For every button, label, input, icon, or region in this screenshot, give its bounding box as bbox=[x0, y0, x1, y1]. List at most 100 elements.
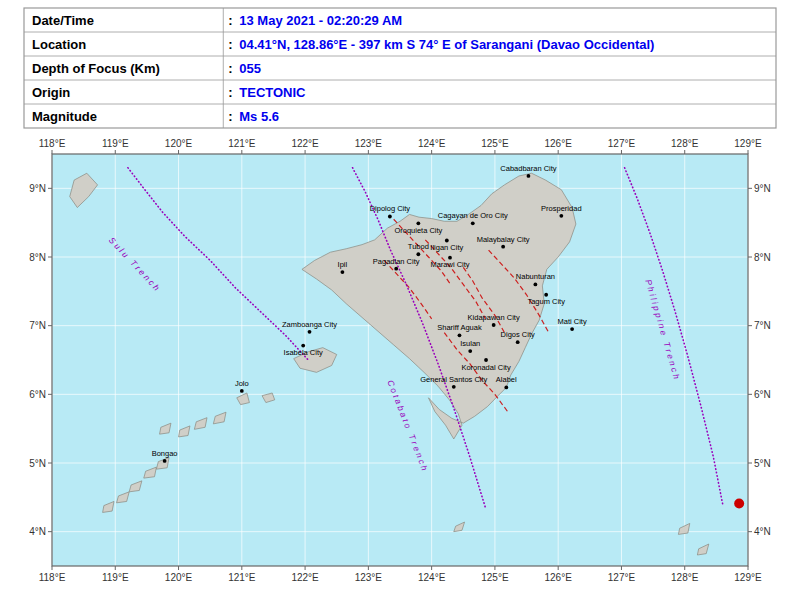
city-label: Oroquieta City bbox=[394, 226, 442, 235]
y-tick-label-left: 4°N bbox=[29, 526, 46, 537]
city-label: Zamboanga City bbox=[282, 320, 337, 329]
city-dot bbox=[448, 256, 452, 260]
y-tick-label-right: 4°N bbox=[754, 526, 771, 537]
table-value: 04.41°N, 128.86°E - 397 km S 74° E of Sa… bbox=[239, 37, 654, 52]
x-tick-bottom bbox=[431, 566, 432, 570]
land-shape bbox=[194, 418, 207, 430]
y-tick-left bbox=[48, 463, 52, 464]
plot-frame bbox=[52, 154, 748, 566]
x-tick-bottom bbox=[748, 566, 749, 570]
table-separator: : bbox=[228, 13, 232, 28]
city-dot bbox=[516, 340, 520, 344]
city-dot bbox=[458, 333, 462, 337]
land-shape bbox=[454, 522, 465, 532]
trench-line bbox=[625, 168, 723, 504]
city-dot bbox=[394, 267, 398, 271]
city-dot bbox=[544, 293, 548, 297]
city-label: General Santos City bbox=[420, 375, 487, 384]
plot-area bbox=[52, 154, 748, 566]
land-shape bbox=[129, 481, 142, 492]
y-tick-label-left: 7°N bbox=[29, 320, 46, 331]
table-divider bbox=[24, 80, 776, 81]
info-table: Date/Time:13 May 2021 - 02:20:29 AMLocat… bbox=[24, 8, 776, 128]
table-separator: : bbox=[228, 61, 232, 76]
city-dot bbox=[492, 323, 496, 327]
land-shape bbox=[144, 467, 157, 478]
city-label: Pagadian City bbox=[373, 257, 420, 266]
x-tick-label-top: 125°E bbox=[481, 138, 509, 149]
trench-label: P h i l i p p i n e T r e n c h bbox=[643, 278, 682, 380]
y-tick-right bbox=[748, 463, 752, 464]
x-tick-label-bottom: 119°E bbox=[102, 572, 129, 583]
city-label: Digos City bbox=[501, 330, 535, 339]
x-tick-label-bottom: 123°E bbox=[355, 572, 383, 583]
x-tick-label-bottom: 121°E bbox=[228, 572, 256, 583]
city-dot bbox=[452, 385, 456, 389]
city-label: Ipil bbox=[338, 260, 348, 269]
x-tick-top bbox=[52, 150, 53, 154]
land-shape bbox=[179, 426, 190, 437]
epicenter bbox=[734, 499, 744, 509]
y-tick-label-right: 8°N bbox=[754, 252, 771, 263]
city-label: Iligan City bbox=[430, 243, 463, 252]
x-tick-label-bottom: 126°E bbox=[545, 572, 573, 583]
x-tick-top bbox=[684, 150, 685, 154]
grid-line-x bbox=[621, 154, 622, 566]
land-shape bbox=[302, 173, 576, 439]
land-shape bbox=[103, 501, 114, 512]
x-tick-top bbox=[178, 150, 179, 154]
table-separator: : bbox=[228, 109, 232, 124]
city-dot bbox=[484, 358, 488, 362]
city-dot bbox=[388, 215, 392, 219]
city-label: Isulan bbox=[460, 339, 480, 348]
land-shape bbox=[70, 173, 98, 207]
x-tick-label-bottom: 124°E bbox=[418, 572, 446, 583]
land bbox=[70, 173, 709, 555]
x-tick-top bbox=[368, 150, 369, 154]
x-tick-top bbox=[241, 150, 242, 154]
land-shape bbox=[697, 544, 708, 555]
city-dot bbox=[559, 214, 563, 218]
fault-line bbox=[444, 333, 507, 412]
city-label: Jolo bbox=[235, 379, 249, 388]
y-tick-right bbox=[748, 325, 752, 326]
y-tick-right bbox=[748, 531, 752, 532]
fault-line bbox=[425, 240, 485, 319]
x-tick-top bbox=[494, 150, 495, 154]
x-tick-bottom bbox=[621, 566, 622, 570]
x-tick-label-bottom: 125°E bbox=[481, 572, 509, 583]
chart: Date/Time:13 May 2021 - 02:20:29 AMLocat… bbox=[0, 0, 800, 600]
y-tick-right bbox=[748, 394, 752, 395]
x-tick-bottom bbox=[115, 566, 116, 570]
table-label: Location bbox=[32, 37, 86, 52]
table-label: Origin bbox=[32, 85, 70, 100]
city-label: Cagayan de Oro City bbox=[438, 211, 508, 220]
city-dot bbox=[341, 270, 345, 274]
y-tick-right bbox=[748, 257, 752, 258]
x-tick-bottom bbox=[178, 566, 179, 570]
sea bbox=[52, 154, 748, 566]
city-label: Kidapawan City bbox=[468, 313, 520, 322]
table-value: 13 May 2021 - 02:20:29 AM bbox=[239, 13, 402, 28]
grid-line-x bbox=[178, 154, 179, 566]
x-tick-label-top: 124°E bbox=[418, 138, 446, 149]
city-dot bbox=[534, 283, 538, 287]
grid-line-y bbox=[52, 188, 748, 189]
x-tick-label-top: 128°E bbox=[671, 138, 699, 149]
grid-line-x bbox=[368, 154, 369, 566]
city-dot bbox=[501, 245, 505, 249]
city-label: Shariff Aguak bbox=[437, 323, 482, 332]
city-dot bbox=[308, 330, 312, 334]
city-dot bbox=[570, 327, 574, 331]
trench-label: S u l u T r e n c h bbox=[107, 235, 162, 293]
y-tick-right bbox=[748, 188, 752, 189]
x-tick-bottom bbox=[558, 566, 559, 570]
land-shape bbox=[160, 423, 171, 434]
table-divider bbox=[24, 56, 776, 57]
city-label: Dipolog City bbox=[370, 204, 411, 213]
y-tick-label-left: 9°N bbox=[29, 183, 46, 194]
axes: 118°E118°E119°E119°E120°E120°E121°E121°E… bbox=[29, 138, 771, 583]
x-tick-top bbox=[431, 150, 432, 154]
table-divider bbox=[24, 104, 776, 105]
x-tick-top bbox=[558, 150, 559, 154]
